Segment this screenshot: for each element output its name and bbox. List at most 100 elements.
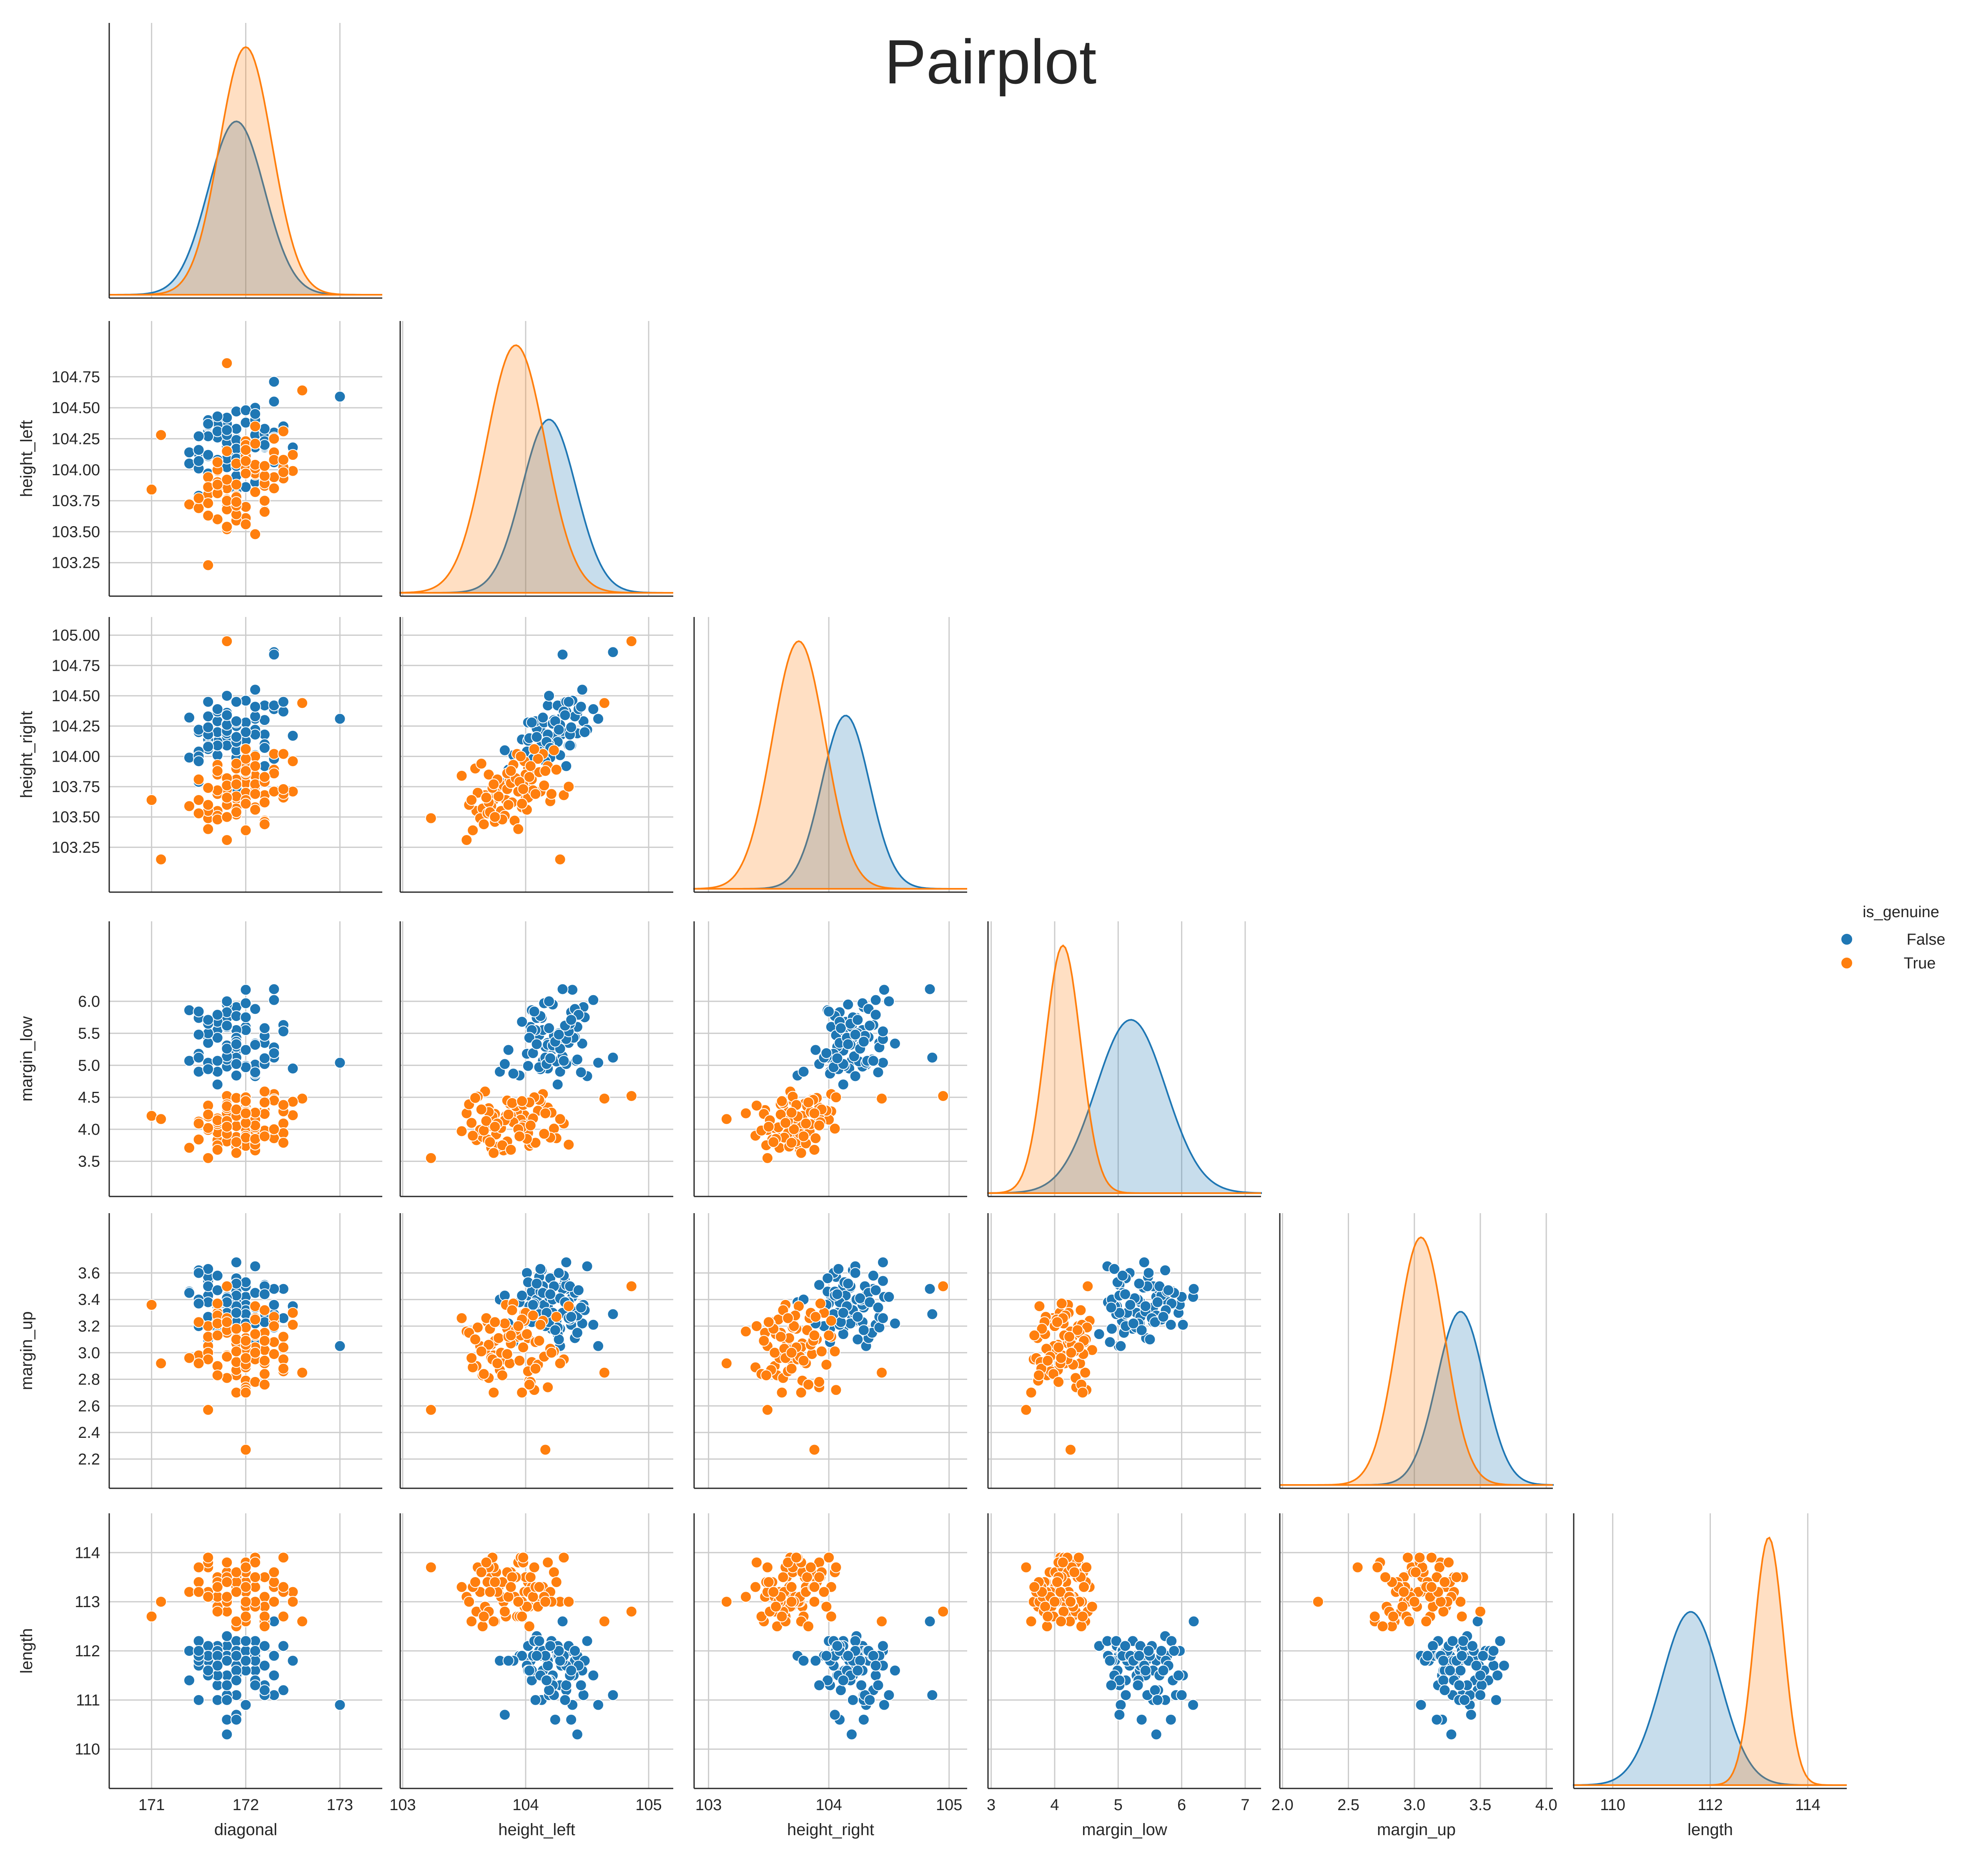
scatter-point-true	[785, 1347, 797, 1359]
scatter-point-true	[425, 1152, 437, 1164]
scatter-point-false	[543, 1022, 555, 1034]
scatter-point-true	[1077, 1610, 1088, 1623]
scatter-point-true	[287, 449, 299, 461]
scatter-point-true	[550, 764, 562, 776]
scatter-point-false	[565, 1665, 577, 1677]
scatter-point-false	[565, 721, 577, 733]
y-tick-label: 3.4	[78, 1291, 100, 1309]
y-tick-label: 110	[75, 1741, 100, 1758]
scatter-point-true	[740, 1591, 752, 1603]
scatter-point-true	[523, 1620, 535, 1633]
scatter-point-true	[249, 804, 261, 816]
scatter-point-true	[240, 824, 252, 836]
scatter-point-false	[1119, 1640, 1131, 1652]
scatter-point-true	[456, 1312, 468, 1324]
scatter-point-true	[767, 1136, 780, 1148]
scatter-point-true	[810, 1311, 822, 1323]
scatter-point-false	[230, 715, 242, 727]
scatter-point-false	[553, 1645, 565, 1657]
scatter-point-false	[846, 1728, 858, 1741]
y-tick-label: 3.6	[78, 1264, 100, 1282]
scatter-point-false	[193, 430, 205, 442]
scatter-point-true	[800, 1118, 812, 1129]
scatter-point-true	[249, 1347, 261, 1359]
scatter-point-false	[1113, 1709, 1126, 1721]
scatter-point-false	[193, 1694, 205, 1706]
y-tick-label: 3.0	[78, 1344, 100, 1362]
scatter-point-true	[876, 1367, 888, 1379]
scatter-point-true	[528, 1561, 540, 1573]
scatter-point-true	[287, 1319, 299, 1331]
scatter-point-true	[1063, 1331, 1075, 1343]
scatter-point-true	[1454, 1596, 1467, 1608]
y-tick-label: 104.75	[52, 657, 100, 675]
scatter-point-true	[563, 1139, 575, 1151]
scatter-point-true	[258, 1620, 271, 1633]
scatter-point-false	[1143, 1645, 1155, 1657]
x-tick-label: 104	[512, 1796, 539, 1814]
scatter-point-true	[1073, 1552, 1085, 1564]
scatter-point-false	[835, 1684, 847, 1696]
scatter-point-true	[516, 1610, 528, 1623]
scatter-point-true	[211, 765, 223, 777]
scatter-point-true	[478, 1368, 490, 1380]
scatter-point-true	[471, 1322, 484, 1334]
scatter-point-false	[833, 1263, 845, 1275]
scatter-point-true	[788, 1123, 800, 1135]
scatter-point-false	[211, 703, 223, 715]
scatter-point-true	[533, 1581, 545, 1593]
scatter-point-true	[202, 509, 214, 522]
scatter-point-true	[476, 1620, 489, 1633]
scatter-point-true	[554, 853, 566, 865]
scatter-point-false	[1115, 1340, 1127, 1352]
x-axis-label: margin_low	[1082, 1821, 1167, 1839]
scatter-point-false	[831, 1640, 843, 1652]
scatter-point-true	[469, 1576, 481, 1588]
scatter-point-true	[777, 1571, 789, 1583]
scatter-point-true	[258, 1610, 271, 1623]
scatter-point-false	[240, 997, 252, 1009]
scatter-point-false	[813, 1279, 825, 1291]
scatter-point-false	[1150, 1728, 1162, 1741]
scatter-point-true	[762, 1152, 773, 1164]
scatter-point-true	[797, 1130, 810, 1142]
scatter-point-false	[870, 1009, 882, 1021]
scatter-point-true	[751, 1556, 762, 1568]
scatter-point-true	[221, 1351, 233, 1363]
scatter-point-true	[202, 1404, 214, 1416]
y-axis-label: margin_up	[18, 1311, 36, 1390]
scatter-point-true	[527, 1591, 539, 1603]
scatter-point-true	[488, 1387, 500, 1399]
scatter-point-false	[565, 1714, 577, 1726]
scatter-point-false	[334, 713, 346, 725]
scatter-point-false	[1151, 1694, 1164, 1706]
scatter-point-true	[1369, 1610, 1381, 1623]
scatter-point-false	[560, 1679, 572, 1691]
scatter-point-true	[1402, 1552, 1414, 1564]
scatter-point-false	[872, 1066, 884, 1078]
scatter-point-false	[221, 1679, 233, 1691]
scatter-point-true	[516, 1095, 528, 1107]
scatter-point-false	[1149, 1316, 1161, 1328]
scatter-point-false	[576, 1038, 588, 1050]
scatter-point-true	[598, 697, 610, 709]
scatter-point-true	[1414, 1552, 1426, 1564]
scatter-point-false	[334, 1699, 346, 1711]
panel-height_right-vs-height_left	[399, 617, 673, 893]
scatter-point-false	[230, 1665, 242, 1677]
scatter-point-true	[1437, 1605, 1449, 1618]
scatter-point-false	[277, 1640, 289, 1652]
scatter-point-false	[1157, 1311, 1169, 1323]
scatter-point-true	[249, 1314, 261, 1326]
scatter-point-false	[543, 1684, 555, 1696]
scatter-point-true	[1033, 1300, 1046, 1312]
scatter-point-false	[823, 1006, 835, 1018]
scatter-point-true	[782, 1312, 794, 1324]
y-tick-label: 103.50	[52, 523, 100, 541]
scatter-point-true	[277, 1331, 289, 1343]
scatter-point-true	[542, 1556, 554, 1568]
scatter-point-false	[499, 744, 511, 756]
scatter-point-true	[502, 1109, 514, 1121]
scatter-point-true	[785, 1581, 797, 1593]
scatter-point-true	[202, 823, 214, 835]
